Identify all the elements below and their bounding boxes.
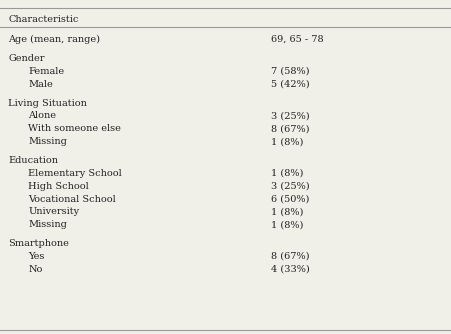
Text: 6 (50%): 6 (50%) bbox=[271, 194, 309, 203]
Text: Alone: Alone bbox=[28, 111, 56, 120]
Text: 69, 65 - 78: 69, 65 - 78 bbox=[271, 35, 323, 44]
Text: No: No bbox=[28, 265, 43, 274]
Text: High School: High School bbox=[28, 182, 89, 191]
Text: Vocational School: Vocational School bbox=[28, 194, 116, 203]
Text: 3 (25%): 3 (25%) bbox=[271, 111, 309, 120]
Text: Education: Education bbox=[8, 156, 58, 165]
Text: 7 (58%): 7 (58%) bbox=[271, 67, 309, 76]
Text: 1 (8%): 1 (8%) bbox=[271, 220, 303, 229]
Text: 4 (33%): 4 (33%) bbox=[271, 265, 309, 274]
Text: 1 (8%): 1 (8%) bbox=[271, 137, 303, 146]
Text: Smartphone: Smartphone bbox=[8, 239, 69, 248]
Text: Living Situation: Living Situation bbox=[8, 99, 87, 108]
Text: Yes: Yes bbox=[28, 252, 45, 261]
Text: Characteristic: Characteristic bbox=[8, 15, 78, 24]
Text: 8 (67%): 8 (67%) bbox=[271, 124, 309, 133]
Text: Gender: Gender bbox=[8, 54, 45, 63]
Text: 1 (8%): 1 (8%) bbox=[271, 169, 303, 178]
Text: Missing: Missing bbox=[28, 220, 67, 229]
Text: Age (mean, range): Age (mean, range) bbox=[8, 35, 100, 44]
Text: Elementary School: Elementary School bbox=[28, 169, 122, 178]
Text: Female: Female bbox=[28, 67, 64, 76]
Text: 3 (25%): 3 (25%) bbox=[271, 182, 309, 191]
Text: 5 (42%): 5 (42%) bbox=[271, 79, 309, 89]
Text: Missing: Missing bbox=[28, 137, 67, 146]
Text: 8 (67%): 8 (67%) bbox=[271, 252, 309, 261]
Text: With someone else: With someone else bbox=[28, 124, 121, 133]
Text: University: University bbox=[28, 207, 79, 216]
Text: 1 (8%): 1 (8%) bbox=[271, 207, 303, 216]
Text: Male: Male bbox=[28, 79, 53, 89]
